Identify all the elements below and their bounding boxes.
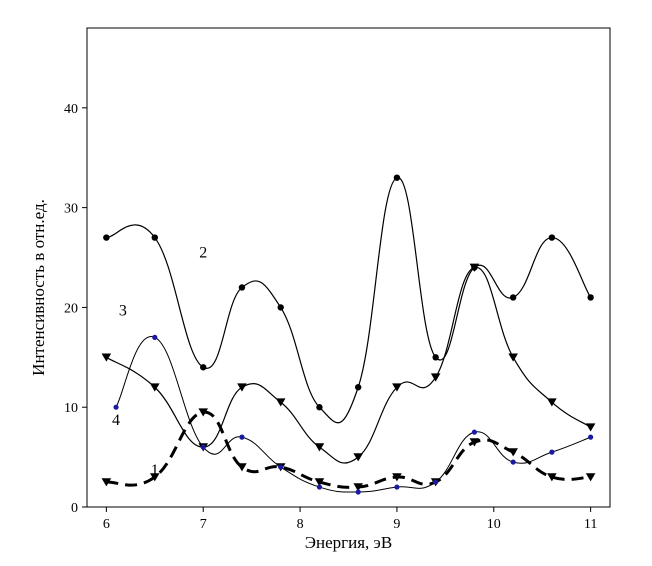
series-3-point: [353, 453, 363, 462]
series-markers: [101, 174, 596, 495]
series-label-3: 3: [119, 302, 127, 319]
series-3-point: [469, 263, 480, 272]
series-2-point: [354, 384, 362, 391]
series-2-point: [548, 234, 556, 241]
plot-border: [86, 27, 611, 508]
y-tick-label: 30: [64, 202, 78, 217]
series-2-point: [432, 354, 439, 361]
series-4-point: [355, 489, 361, 495]
series-2-point: [509, 294, 517, 301]
series-4-point: [239, 434, 245, 440]
series-2-point: [200, 364, 207, 371]
series-2-point: [277, 304, 284, 311]
series-4-point: [113, 404, 119, 410]
series-2-point: [103, 234, 110, 241]
series-1-point: [547, 473, 557, 482]
series-2-point: [316, 404, 323, 411]
series-4-point: [394, 484, 400, 490]
series-2-point: [238, 284, 246, 291]
series-4-point: [200, 444, 206, 450]
x-tick-label: 10: [487, 517, 501, 532]
series-4-point: [152, 334, 158, 340]
series-2-point: [587, 294, 594, 301]
series-1-point: [237, 463, 247, 472]
x-tick-label: 11: [584, 517, 597, 532]
series-3-point: [585, 423, 596, 432]
series-3-point: [237, 383, 247, 392]
y-tick-label: 20: [64, 301, 78, 316]
series-3-point: [101, 353, 112, 362]
series-1-point: [585, 473, 596, 482]
series-line-3: [106, 266, 591, 464]
y-tick-label: 40: [64, 102, 78, 117]
series-labels: 1 2 3 4: [112, 245, 207, 480]
series-4-point: [278, 464, 284, 470]
series-4-point: [471, 429, 478, 435]
x-tick-label: 8: [297, 517, 304, 532]
series-4-point: [588, 434, 594, 440]
series-1-point: [198, 408, 209, 417]
y-tick-label: 10: [64, 401, 78, 416]
series-2-point: [393, 174, 401, 181]
series-3-point: [547, 398, 557, 407]
series-1-point: [469, 438, 480, 447]
series-3-point: [149, 383, 160, 392]
axis-ticks: 6 7 8 9 10 11 0 10 20 30 40: [64, 102, 597, 532]
series-3-point: [508, 353, 518, 362]
x-tick-label: 7: [200, 517, 207, 532]
y-axis-label: Интенсивность в отн.ед.: [29, 199, 48, 376]
series-4-point: [433, 479, 439, 485]
series-4-point: [510, 459, 516, 465]
plot-frame: [86, 27, 611, 508]
series-4-point: [316, 484, 323, 490]
series-1-point: [392, 473, 402, 482]
series-label-1: 1: [151, 462, 159, 479]
x-tick-label: 6: [103, 517, 110, 532]
series-1-point: [101, 478, 112, 487]
series-label-2: 2: [199, 245, 207, 262]
series-1-point: [149, 473, 160, 482]
series-3-point: [392, 383, 402, 392]
series-3-point: [275, 398, 286, 407]
series-line-4: [115, 336, 591, 493]
series-1-point: [314, 478, 325, 487]
y-tick-label: 0: [71, 501, 78, 516]
series-2-point: [151, 234, 158, 241]
series-1-point: [508, 448, 518, 457]
x-tick-label: 9: [393, 517, 400, 532]
series-4-point: [549, 449, 555, 455]
x-axis-label: Энергия, эВ: [305, 533, 392, 552]
series-curves: [106, 177, 592, 493]
series-3-point: [314, 443, 325, 452]
series-label-4: 4: [112, 412, 120, 429]
series-3-point: [430, 373, 441, 382]
series-1-point: [353, 483, 363, 492]
